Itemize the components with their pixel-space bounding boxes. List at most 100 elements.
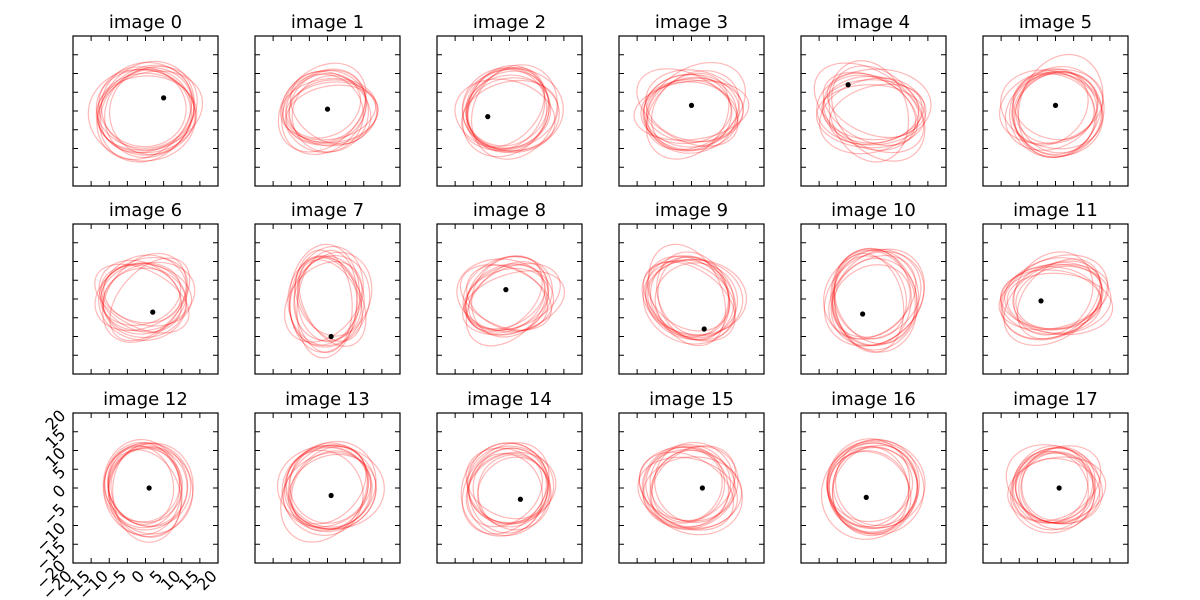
ellipse-mark — [281, 68, 367, 156]
ellipse-mark — [289, 245, 364, 346]
ellipse-mark — [1017, 65, 1105, 154]
ellipse-group — [87, 60, 204, 163]
ellipse-mark — [471, 255, 550, 338]
tick-marks — [437, 224, 582, 374]
ellipse-mark — [282, 451, 372, 528]
ellipse-mark — [1014, 71, 1103, 158]
panel-11: image 11 — [982, 200, 1129, 375]
ellipse-mark — [109, 257, 191, 342]
panel-title: image 11 — [1013, 200, 1098, 221]
ellipse-mark — [815, 84, 926, 149]
ellipse-mark — [466, 264, 549, 332]
axes-frame — [982, 35, 1129, 187]
tick-marks — [983, 224, 1128, 374]
ellipse-group — [276, 440, 385, 543]
ellipse-mark — [1015, 71, 1099, 144]
data-point — [845, 82, 851, 88]
panel-title: image 14 — [467, 389, 552, 410]
ellipse-mark — [285, 445, 373, 528]
ellipse-mark — [108, 446, 194, 535]
ellipse-mark — [822, 71, 919, 146]
ellipse-mark — [291, 450, 369, 532]
ellipse-mark — [822, 75, 920, 144]
ellipse-group — [454, 64, 564, 160]
ellipse-mark — [468, 452, 543, 534]
ellipse-mark — [465, 264, 546, 330]
ellipse-mark — [94, 256, 189, 332]
ellipse-mark — [100, 61, 195, 151]
tick-marks — [801, 36, 946, 186]
ellipse-mark — [96, 72, 196, 156]
ellipse-mark — [281, 449, 364, 536]
ellipse-mark — [107, 442, 192, 528]
ellipse-mark — [467, 445, 555, 525]
panel-14: image 14 — [436, 389, 583, 564]
axes-frame — [72, 412, 219, 564]
ellipse-mark — [638, 451, 735, 531]
panel-16: image 16 — [800, 389, 947, 564]
ellipse-mark — [1021, 446, 1096, 521]
ellipse-mark — [1015, 447, 1094, 523]
x-tick-label: −5 — [100, 566, 130, 596]
ellipse-mark — [650, 445, 736, 524]
ellipse-mark — [647, 259, 744, 337]
ellipse-mark — [466, 66, 546, 148]
ellipse-mark — [462, 68, 564, 152]
ellipse-mark — [102, 438, 183, 536]
ellipse-mark — [99, 65, 198, 154]
tick-marks — [73, 413, 218, 563]
panel-0: image 0 — [72, 12, 219, 187]
ellipse-mark — [813, 62, 925, 154]
ellipse-mark — [95, 75, 198, 154]
ellipse-mark — [288, 79, 378, 147]
panel-9: image 9 — [618, 200, 765, 375]
ellipse-mark — [283, 260, 363, 343]
tick-marks — [983, 36, 1128, 186]
ellipse-mark — [298, 256, 367, 347]
ellipse-mark — [640, 79, 732, 145]
ellipse-mark — [826, 439, 926, 529]
ellipse-mark — [459, 264, 553, 331]
ellipse-mark — [649, 256, 730, 338]
ellipse-mark — [638, 446, 736, 522]
ellipse-mark — [454, 78, 556, 153]
ellipse-mark — [461, 270, 566, 336]
panel-6: image 6 — [72, 200, 219, 375]
ellipse-group — [94, 252, 196, 343]
tick-marks — [255, 224, 400, 374]
data-point — [1038, 298, 1044, 304]
ellipse-mark — [1006, 272, 1114, 336]
ellipse-mark — [641, 260, 736, 341]
ellipse-mark — [465, 447, 551, 520]
ellipse-mark — [642, 81, 739, 151]
ellipse-mark — [104, 441, 181, 529]
panel-title: image 6 — [109, 200, 182, 221]
ellipse-mark — [1012, 73, 1095, 141]
ellipse-mark — [461, 79, 559, 151]
ellipse-mark — [828, 450, 912, 534]
ellipse-mark — [1000, 269, 1102, 330]
ellipse-mark — [650, 70, 740, 151]
ellipse-mark — [282, 73, 364, 154]
ellipse-mark — [1012, 261, 1103, 331]
ellipse-mark — [464, 263, 546, 334]
panel-title: image 12 — [103, 389, 188, 410]
ellipse-mark — [1000, 257, 1103, 341]
ellipse-mark — [651, 449, 723, 523]
ellipse-mark — [834, 438, 920, 527]
ellipse-mark — [288, 69, 366, 143]
ellipse-mark — [821, 79, 927, 141]
ellipse-mark — [644, 255, 735, 341]
ellipse-group — [823, 247, 926, 353]
panel-title: image 17 — [1013, 389, 1098, 410]
ellipse-mark — [465, 67, 549, 147]
tick-marks — [619, 36, 764, 186]
ellipse-mark — [470, 64, 558, 160]
ellipse-mark — [830, 247, 912, 347]
ellipse-mark — [98, 262, 188, 341]
ellipse-mark — [1009, 450, 1096, 534]
ellipse-mark — [998, 68, 1104, 145]
ellipse-mark — [466, 77, 560, 152]
data-point — [688, 102, 695, 108]
